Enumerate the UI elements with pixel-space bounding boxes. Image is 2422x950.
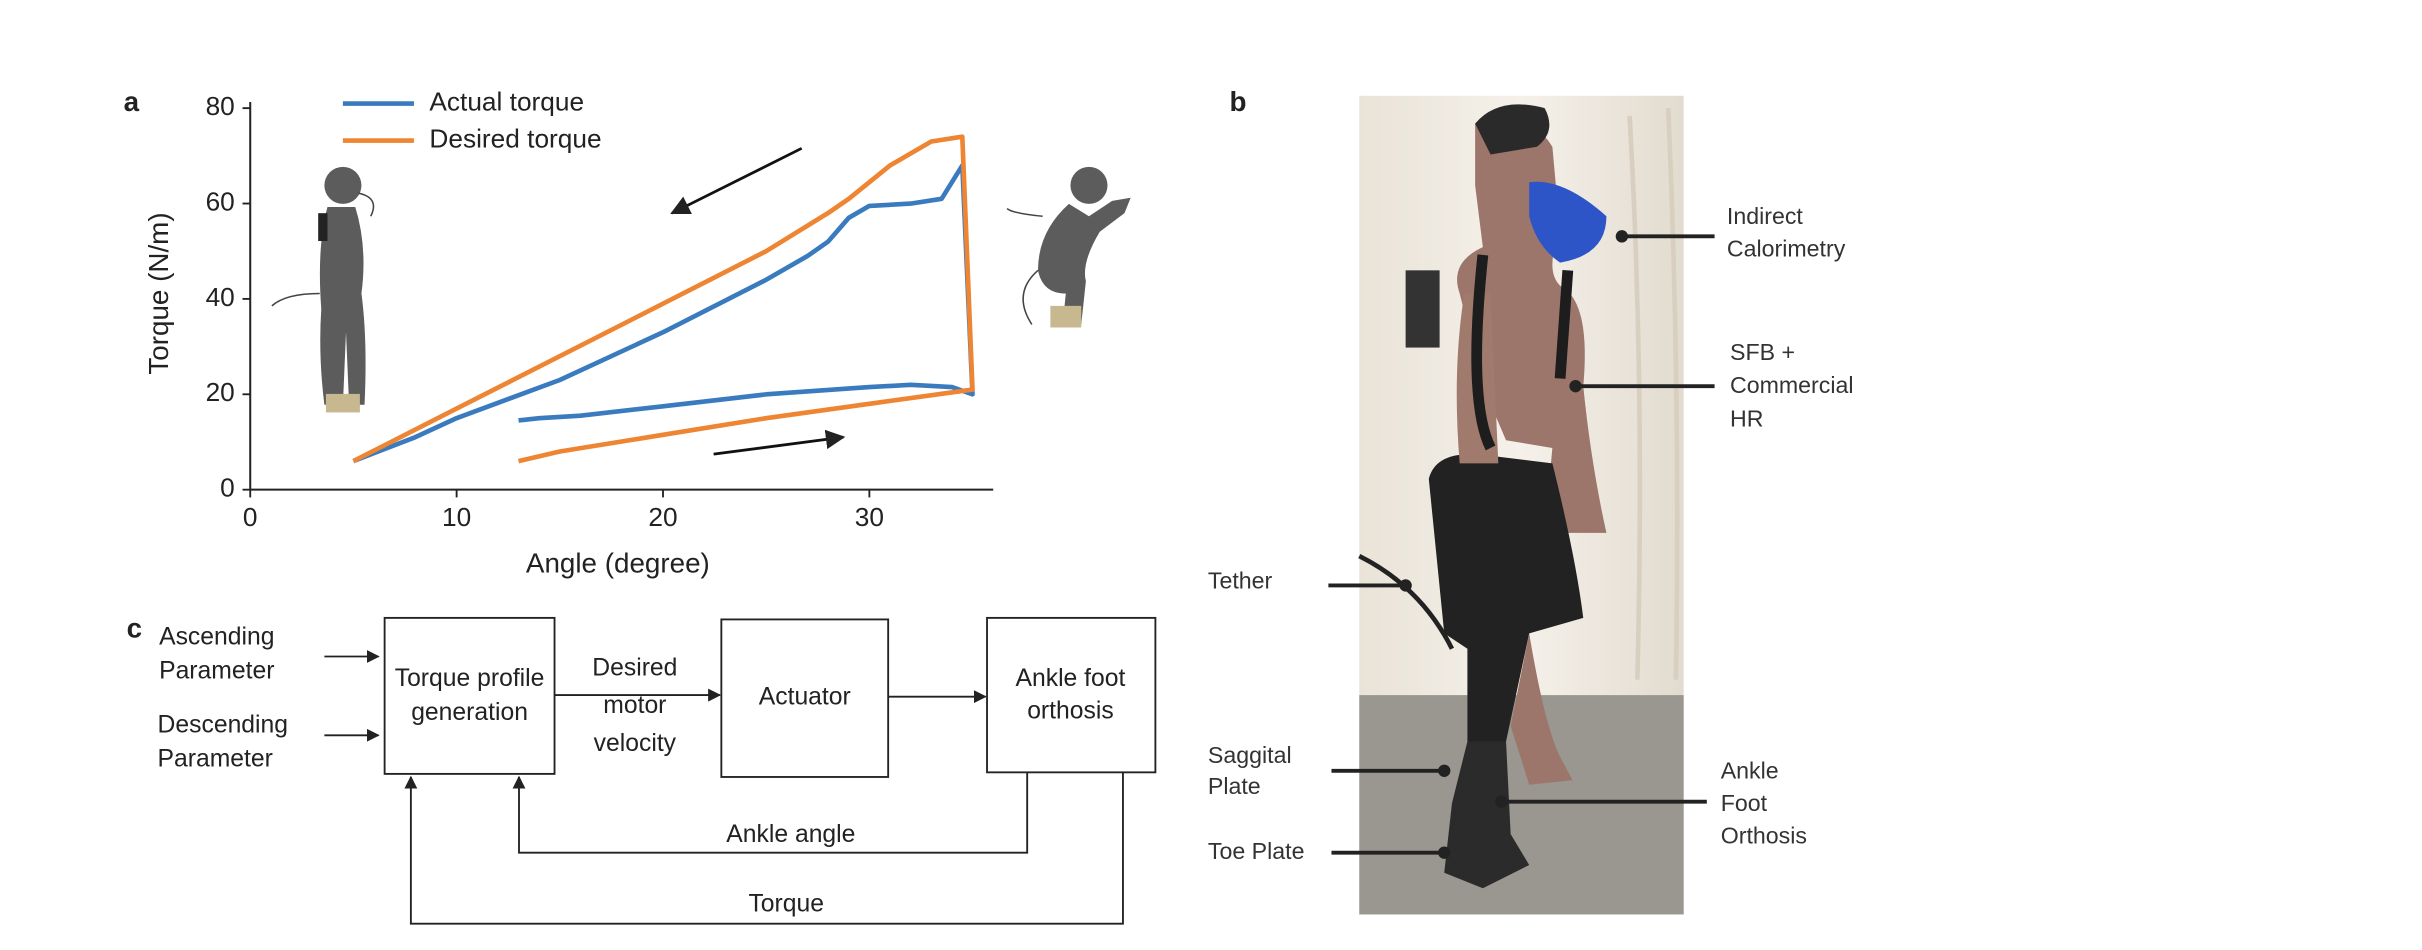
legend-label: Desired torque xyxy=(429,124,601,154)
squatting-figure xyxy=(1007,167,1131,328)
figure: a b c Torque (N/m) Angle (degree) 0 20 40 6… xyxy=(0,0,2422,950)
block-label: Torque profile xyxy=(395,665,545,692)
callout-label: Calorimetry xyxy=(1727,235,1846,261)
diagram xyxy=(324,618,1155,924)
input-label: Descending xyxy=(158,712,288,739)
callout-label: Plate xyxy=(1208,773,1261,799)
edge-label: Ankle angle xyxy=(726,821,855,848)
direction-arrow xyxy=(714,437,844,454)
block-label: Actuator xyxy=(759,684,851,711)
panel-label: a xyxy=(124,86,140,117)
callout-label: Ankle xyxy=(1721,757,1779,783)
x-tick-label: 10 xyxy=(442,502,471,532)
callout-label: Foot xyxy=(1721,790,1768,816)
x-tick-label: 20 xyxy=(648,502,677,532)
x-tick-label: 30 xyxy=(855,502,884,532)
block-label: Ankle foot xyxy=(1016,665,1126,692)
y-tick-label: 80 xyxy=(206,91,235,121)
edge-label: Desired xyxy=(592,654,677,681)
edge-label: Torque xyxy=(748,891,824,918)
callout-label: Indirect xyxy=(1727,203,1804,229)
callout-label: Saggital xyxy=(1208,742,1292,768)
y-tick-label: 60 xyxy=(206,186,235,216)
y-tick-label: 40 xyxy=(206,282,235,312)
panel-label: b xyxy=(1230,86,1247,117)
callout-label: Orthosis xyxy=(1721,822,1807,848)
chart: Torque (N/m) Angle (degree) 0 20 40 60 80 0 10… xyxy=(143,86,1131,578)
panel-label: c xyxy=(127,613,142,644)
callout-label: HR xyxy=(1730,405,1763,431)
edge-label: motor xyxy=(603,692,666,719)
standing-figure xyxy=(272,167,374,413)
y-tick-label: 0 xyxy=(220,473,235,503)
input-label: Parameter xyxy=(158,746,273,773)
callout-label: Tether xyxy=(1208,567,1273,593)
y-axis-label: Torque (N/m) xyxy=(143,212,174,374)
callout-label: SFB + xyxy=(1730,339,1795,365)
diagram-text: Ascending Parameter Descending Parameter Tor… xyxy=(158,623,1126,917)
direction-arrow xyxy=(672,148,802,213)
legend-label: Actual torque xyxy=(429,86,584,116)
page: {"chart_data": {"type": "line", "xlabel"… xyxy=(0,0,2422,950)
line-series xyxy=(353,165,972,461)
x-tick-label: 0 xyxy=(243,502,258,532)
block-label: orthosis xyxy=(1027,698,1114,725)
x-axis-label: Angle (degree) xyxy=(526,548,710,579)
photo xyxy=(1359,96,1683,915)
block xyxy=(987,618,1155,772)
input-label: Ascending xyxy=(159,623,274,650)
block-label: generation xyxy=(411,699,528,726)
callout-label: Toe Plate xyxy=(1208,838,1305,864)
line-series xyxy=(353,137,972,461)
y-tick-label: 20 xyxy=(206,377,235,407)
edge-label: velocity xyxy=(594,730,677,757)
input-label: Parameter xyxy=(159,657,274,684)
callout-label: Commercial xyxy=(1730,372,1854,398)
block xyxy=(385,618,555,774)
